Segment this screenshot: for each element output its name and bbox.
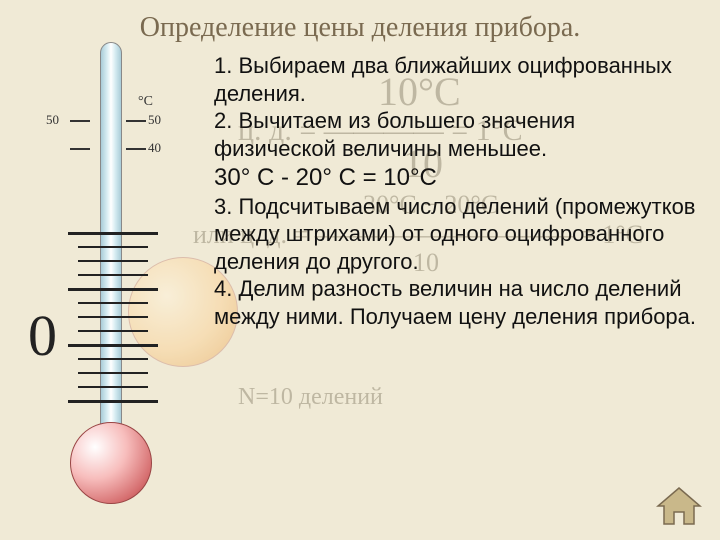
tick-line <box>70 148 90 150</box>
tick-line <box>126 120 146 122</box>
tick-label: 50 <box>148 112 161 128</box>
tick-line <box>68 288 158 291</box>
tick-line <box>78 316 148 318</box>
home-icon <box>656 486 702 526</box>
tick-line <box>126 148 146 150</box>
step-2-result: 30° С - 20° С = 10°С <box>214 164 700 193</box>
tick-line <box>68 232 158 235</box>
step-3: 3. Подсчитываем число делений (промежутк… <box>214 193 700 276</box>
step-1: 1. Выбираем два ближайших оцифрованных д… <box>214 52 700 107</box>
tick-label: 50 <box>46 112 59 128</box>
tick-40: 40 <box>8 148 208 150</box>
tick-label: 40 <box>148 140 161 156</box>
step-2: 2. Вычитаем из большего значения физичес… <box>214 107 700 162</box>
thermometer <box>80 42 140 502</box>
step-4: 4. Делим разность величин на число делен… <box>214 275 700 330</box>
steps-text: 10°С ц. д. = ———— = 1°С 10 30°С − 20°С и… <box>208 52 700 512</box>
tick-line <box>70 120 90 122</box>
tick-line <box>78 274 148 276</box>
tick-line <box>78 302 148 304</box>
page-title: Определение цены деления прибора. <box>0 0 720 44</box>
tick-50: 50 50 <box>8 120 208 122</box>
ghost-formula: N=10 делений <box>238 384 383 411</box>
tick-line <box>78 372 148 374</box>
content-area: °C 50 50 40 <box>0 44 720 512</box>
thermometer-tube <box>100 42 122 442</box>
tick-line <box>68 344 158 347</box>
celsius-unit-label: °C <box>138 94 153 110</box>
tick-line <box>78 330 148 332</box>
zero-label: 0 <box>28 302 57 369</box>
thermometer-illustration: °C 50 50 40 <box>8 52 208 512</box>
tick-line <box>68 400 158 403</box>
thermometer-bulb <box>70 422 152 504</box>
tick-line <box>78 358 148 360</box>
home-button[interactable] <box>656 486 702 526</box>
tick-line <box>78 386 148 388</box>
tick-line <box>78 260 148 262</box>
tick-line <box>78 246 148 248</box>
